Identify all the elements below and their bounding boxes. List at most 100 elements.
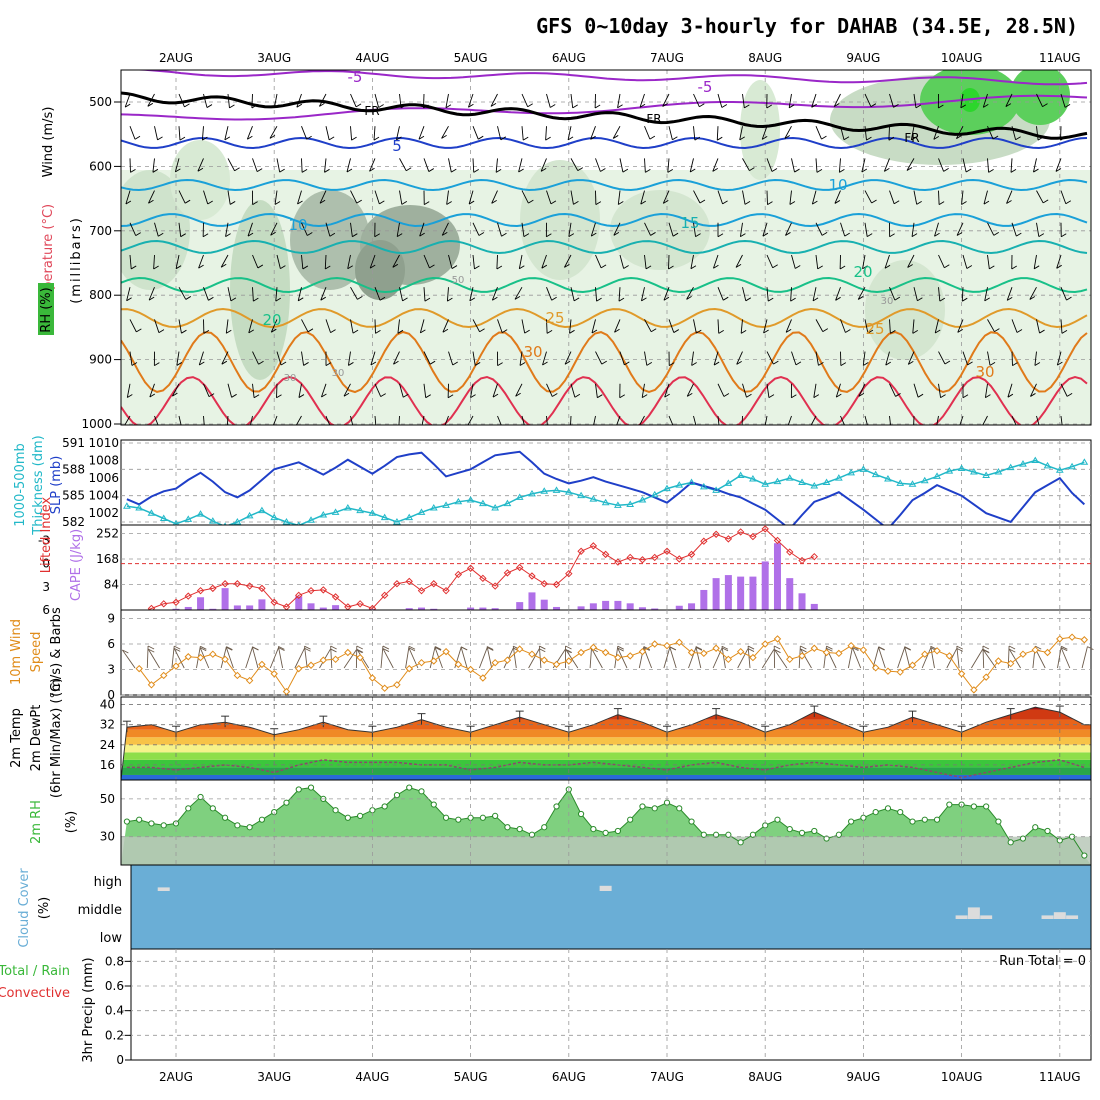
- thickness-marker: [798, 478, 806, 485]
- thickness-marker: [540, 487, 549, 494]
- wind-barb-flag: [615, 426, 620, 429]
- wind-barb-10m-flag: [826, 647, 833, 652]
- wind-barb: [201, 126, 204, 141]
- wind-barb-10m-flag: [200, 645, 207, 650]
- lifted-index-marker: [491, 582, 499, 590]
- wind-barb-10m-flag: [539, 648, 546, 653]
- wind-barb-10m-flag: [434, 646, 442, 651]
- wind-barb-flag: [890, 329, 896, 334]
- wind-barb-flag: [761, 135, 768, 140]
- wind-barb: [469, 287, 474, 301]
- wind-barb-flag: [590, 135, 596, 140]
- wind-barb-flag: [307, 328, 314, 333]
- rh2m-grid: [121, 780, 1091, 865]
- wind-barb-flag: [1039, 329, 1045, 334]
- wind-barb: [319, 93, 327, 107]
- wind-barb: [1006, 190, 1013, 204]
- wind-barb-flag: [528, 199, 534, 204]
- wind-barb-flag: [451, 265, 458, 269]
- wind-barb-flag: [591, 329, 598, 334]
- wind-barb-flag: [788, 104, 795, 109]
- date-label-bottom: 7AUG: [650, 1070, 684, 1084]
- temperature-band: [121, 752, 1091, 760]
- wind-barb-flag: [917, 297, 923, 302]
- wind-barb: [784, 125, 792, 139]
- wind-barb-flag: [784, 135, 791, 139]
- wind-barb-flag: [713, 361, 720, 366]
- wind-barb-flag: [474, 362, 481, 366]
- wind-barb: [639, 93, 645, 108]
- wind-barb-flag: [863, 362, 869, 366]
- thickness-marker: [896, 479, 905, 486]
- wind-barb: [441, 125, 449, 139]
- wind-barb: [668, 415, 674, 425]
- wind-barb-flag: [542, 361, 548, 366]
- rh2m-marker: [406, 784, 413, 791]
- rh2m-marker: [295, 786, 302, 793]
- wind-barb: [269, 125, 278, 139]
- wind-barb-flag: [393, 360, 399, 365]
- cape-ylabel: CAPE (J/kg): [69, 529, 84, 601]
- wind-barb-flag: [402, 297, 408, 302]
- wind-speed-marker: [1068, 633, 1076, 641]
- wind-barb: [962, 254, 968, 269]
- wind-barb-flag: [1063, 427, 1068, 430]
- wind-barb: [815, 319, 824, 332]
- wind-speed-marker: [565, 657, 573, 665]
- wind-barb: [984, 383, 988, 398]
- wind-barb: [227, 93, 230, 108]
- date-label-top: 6AUG: [552, 51, 586, 65]
- wind-barb-flag: [967, 361, 973, 366]
- wind-barb-flag: [762, 232, 769, 237]
- wind-barb: [518, 158, 523, 173]
- cape-bar: [332, 605, 340, 610]
- wind-barb: [864, 126, 867, 141]
- thickness-marker: [650, 490, 659, 498]
- wind-speed-marker: [503, 656, 512, 664]
- wind-barb: [176, 351, 180, 366]
- wind-barb-flag: [695, 233, 701, 238]
- rh2m-marker: [725, 831, 732, 838]
- wind-barb-flag: [423, 104, 429, 109]
- wind-barb-flag: [247, 135, 253, 140]
- wind-barb-flag: [1016, 329, 1023, 333]
- wind-speed-marker: [908, 661, 917, 669]
- wind-barb: [369, 254, 376, 269]
- wind-barb-flag: [396, 136, 402, 141]
- wind-barb: [1029, 286, 1037, 300]
- rh2m-marker: [148, 820, 155, 827]
- wind-barb: [835, 383, 841, 398]
- wind-barb: [448, 351, 454, 366]
- wind-barb: [961, 190, 964, 205]
- cape-bar: [724, 575, 732, 610]
- wind-barb: [838, 158, 841, 173]
- wind-speed-marker: [356, 653, 364, 662]
- rh2m-marker: [541, 824, 548, 831]
- rh2m-marker: [357, 812, 364, 819]
- wind-barb-10m: [147, 648, 160, 669]
- wind-barb-flag: [354, 427, 359, 430]
- wind-barb: [301, 222, 308, 236]
- wind-barb-flag: [442, 231, 448, 236]
- ytick-label: 600: [89, 159, 112, 173]
- thickness-marker: [626, 500, 635, 507]
- wind-barb-flag: [936, 427, 941, 430]
- wind-barb-flag: [985, 394, 991, 399]
- wind-barb: [448, 158, 452, 173]
- wind-barb-flag: [346, 168, 353, 173]
- wind-barb: [564, 351, 572, 365]
- wind-speed-line: [135, 633, 1089, 696]
- wind-barb: [126, 383, 131, 398]
- wind-barb-flag: [917, 393, 924, 398]
- wind-barb: [297, 287, 302, 301]
- wind-barb-flag: [713, 264, 719, 269]
- wind-barb-10m: [747, 646, 751, 669]
- wind-barb: [492, 383, 498, 398]
- wind-barb-flag: [175, 168, 181, 173]
- wind-barb-flag: [742, 427, 747, 430]
- wind-barb: [810, 415, 817, 425]
- wind-barb: [252, 383, 255, 398]
- wind-barb-flag: [813, 394, 820, 399]
- wind-barb-10m-flag: [304, 645, 311, 650]
- wind-barb-flag: [914, 427, 919, 430]
